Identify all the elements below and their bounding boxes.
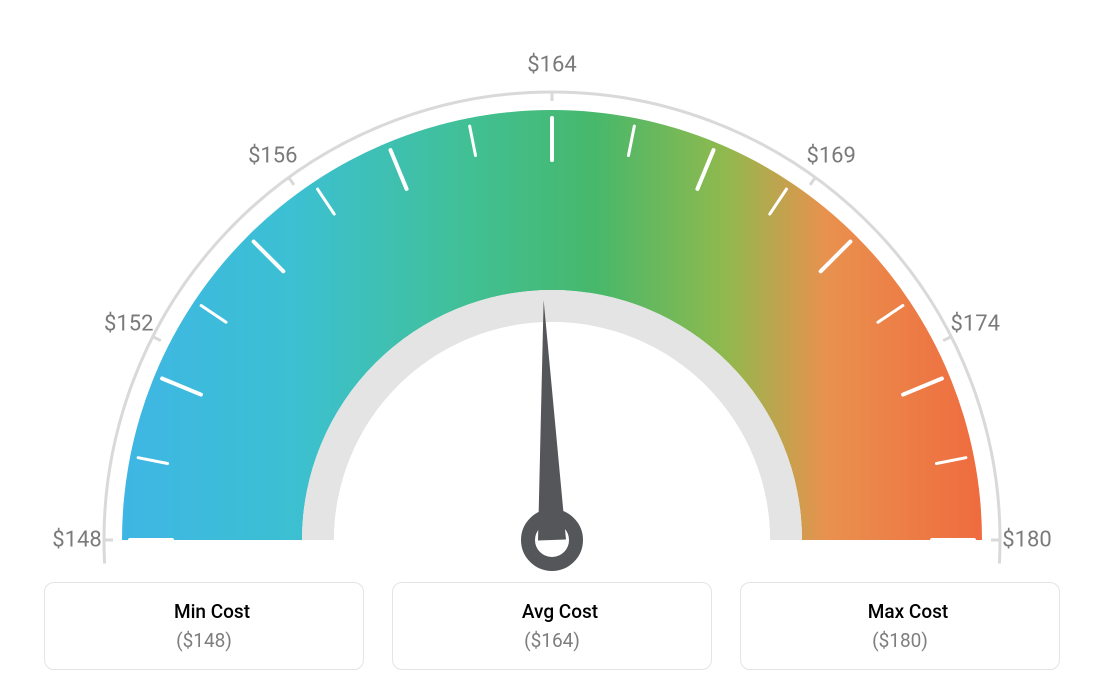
legend-card-max: Max Cost ($180): [740, 582, 1060, 670]
dot-icon: [158, 608, 166, 616]
legend-label: Max Cost: [868, 600, 948, 623]
dot-icon: [506, 608, 514, 616]
legend-title-max: Max Cost: [852, 600, 948, 623]
legend-value-avg: ($164): [524, 629, 580, 652]
legend-card-min: Min Cost ($148): [44, 582, 364, 670]
gauge-tick-label: $164: [527, 53, 576, 78]
legend-value-min: ($148): [176, 629, 232, 652]
gauge-tick-label: $152: [104, 312, 153, 337]
gauge-tick-label: $148: [52, 528, 101, 553]
gauge-tick-label: $174: [950, 312, 999, 337]
legend-label: Avg Cost: [522, 600, 598, 623]
legend-title-min: Min Cost: [158, 600, 250, 623]
gauge-svg: [0, 30, 1104, 590]
legend-row: Min Cost ($148) Avg Cost ($164) Max Cost…: [0, 582, 1104, 670]
legend-label: Min Cost: [174, 600, 250, 623]
dot-icon: [852, 608, 860, 616]
legend-title-avg: Avg Cost: [506, 600, 598, 623]
gauge-tick-label: $180: [1002, 528, 1051, 553]
legend-value-max: ($180): [872, 629, 928, 652]
gauge-tick-label: $169: [806, 143, 855, 168]
gauge-chart: $148 $152 $156 $164 $169 $174 $180: [0, 0, 1104, 560]
legend-card-avg: Avg Cost ($164): [392, 582, 712, 670]
gauge-tick-label: $156: [248, 143, 297, 168]
